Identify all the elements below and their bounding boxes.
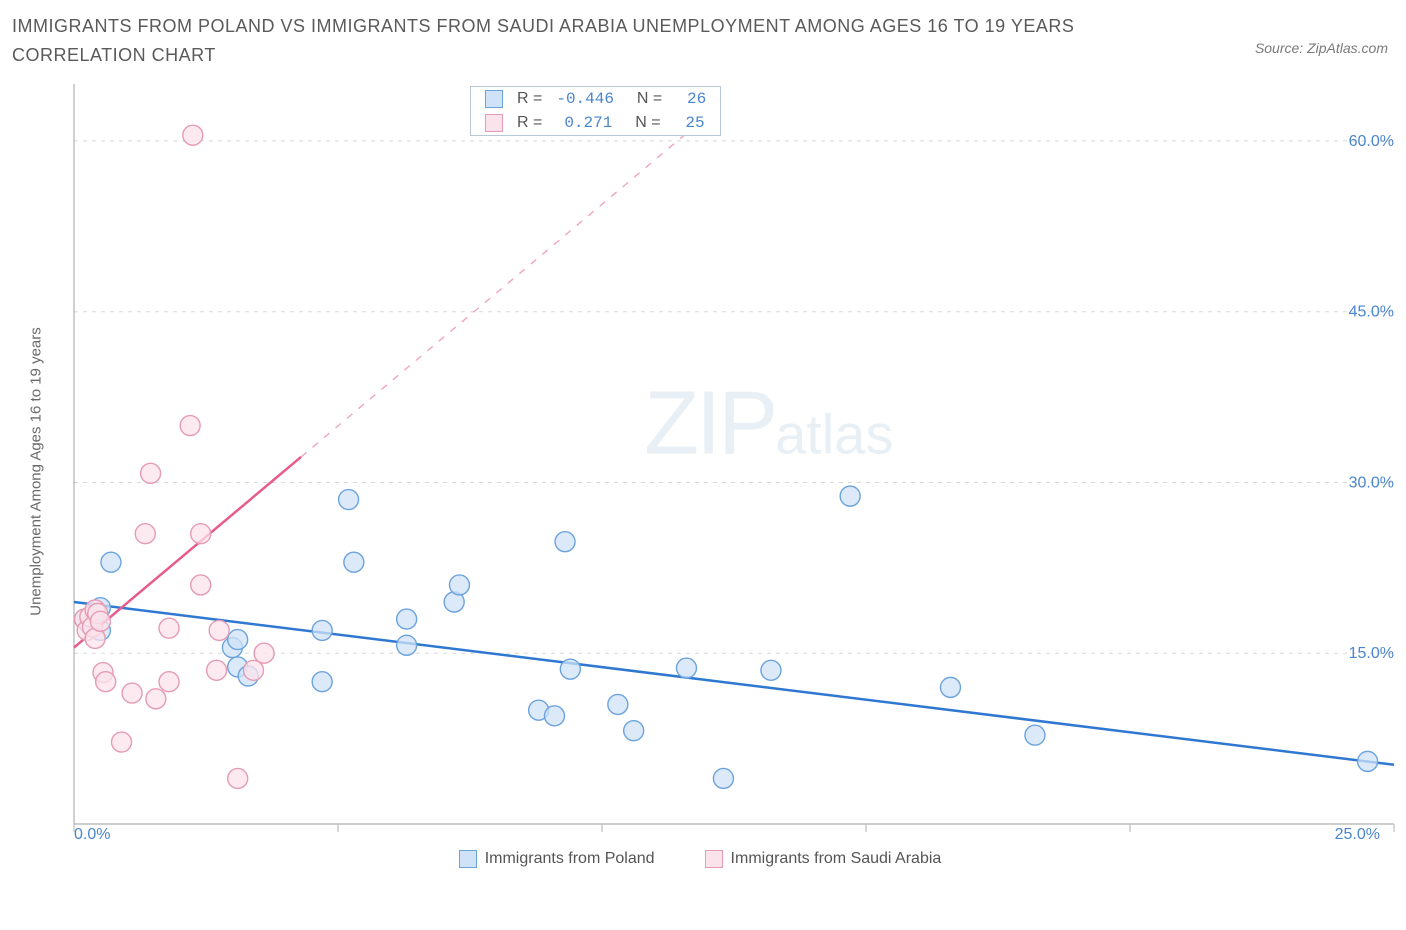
stat-row: R = 0.271 N = 25 xyxy=(471,111,720,135)
stat-n-value: 26 xyxy=(676,90,706,108)
stat-r-label: R = xyxy=(517,114,542,132)
chart-title: IMMIGRANTS FROM POLAND VS IMMIGRANTS FRO… xyxy=(12,12,1162,70)
stat-row: R = -0.446 N = 26 xyxy=(471,87,720,111)
svg-text:15.0%: 15.0% xyxy=(1349,645,1394,662)
legend-label-poland: Immigrants from Poland xyxy=(485,850,655,868)
legend-swatch-poland xyxy=(459,850,477,868)
svg-text:45.0%: 45.0% xyxy=(1349,303,1394,320)
stat-n-label: N = xyxy=(628,90,662,108)
source-text: Source: ZipAtlas.com xyxy=(1255,40,1388,56)
legend-label-saudi: Immigrants from Saudi Arabia xyxy=(731,850,942,868)
legend-swatch-saudi xyxy=(705,850,723,868)
svg-text:60.0%: 60.0% xyxy=(1349,133,1394,150)
y-axis-label: Unemployment Among Ages 16 to 19 years xyxy=(28,327,45,616)
stat-r-value: -0.446 xyxy=(556,90,614,108)
legend-item-poland: Immigrants from Poland xyxy=(459,850,655,868)
stat-n-label: N = xyxy=(626,114,660,132)
stat-r-value: 0.271 xyxy=(556,114,612,132)
scatter-plot-svg: 15.0% 30.0% 45.0% 60.0% xyxy=(12,78,1402,848)
legend-item-saudi: Immigrants from Saudi Arabia xyxy=(705,850,942,868)
correlation-stats-box: R = -0.446 N = 26 R = 0.271 N = 25 xyxy=(470,86,721,136)
stat-swatch xyxy=(485,114,503,132)
stat-r-label: R = xyxy=(517,90,542,108)
chart-area: Unemployment Among Ages 16 to 19 years Z… xyxy=(12,78,1388,848)
legend: Immigrants from Poland Immigrants from S… xyxy=(12,850,1388,868)
svg-text:30.0%: 30.0% xyxy=(1349,474,1394,491)
stat-swatch xyxy=(485,90,503,108)
header-row: IMMIGRANTS FROM POLAND VS IMMIGRANTS FRO… xyxy=(12,12,1388,70)
stat-n-value: 25 xyxy=(675,114,705,132)
